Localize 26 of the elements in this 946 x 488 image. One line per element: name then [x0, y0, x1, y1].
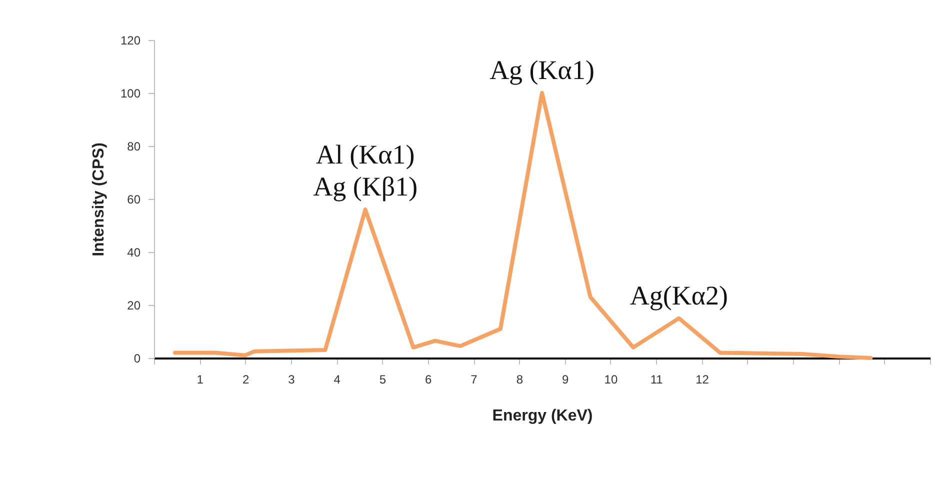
line-series: [173, 91, 873, 360]
x-tick-label: 11: [650, 372, 664, 386]
annotation: Al (Kα1): [316, 140, 415, 170]
x-tick-label: 8: [516, 372, 524, 386]
y-tick-label: 100: [120, 86, 141, 100]
y-tick-label: 120: [120, 34, 141, 48]
x-tick-label: 1: [196, 372, 204, 386]
x-tick-label: 10: [604, 372, 618, 386]
x-tick-label: 12: [696, 372, 710, 386]
annotation: Ag (Kβ1): [313, 172, 418, 202]
x-tick-label: 3: [288, 372, 296, 386]
y-tick-label: 60: [127, 192, 141, 206]
x-axis-title: Energy (KeV): [492, 408, 593, 424]
x-tick-label: 5: [379, 372, 386, 386]
annotation: Ag (Kα1): [490, 55, 594, 85]
y-tick-label: 40: [127, 246, 141, 260]
x-tick-label: 4: [334, 372, 341, 386]
annotation: Ag(Kα2): [630, 280, 728, 310]
x-tick-label: 2: [242, 372, 250, 386]
x-tick-label: 9: [562, 372, 569, 386]
x-tick-label: 7: [470, 372, 478, 386]
y-tick-label: 0: [134, 352, 141, 366]
x-tick-label: 6: [425, 372, 432, 386]
y-tick-label: 20: [127, 298, 141, 312]
y-axis-title: Intensity (CPS): [90, 142, 108, 256]
y-tick-label: 80: [127, 140, 141, 154]
